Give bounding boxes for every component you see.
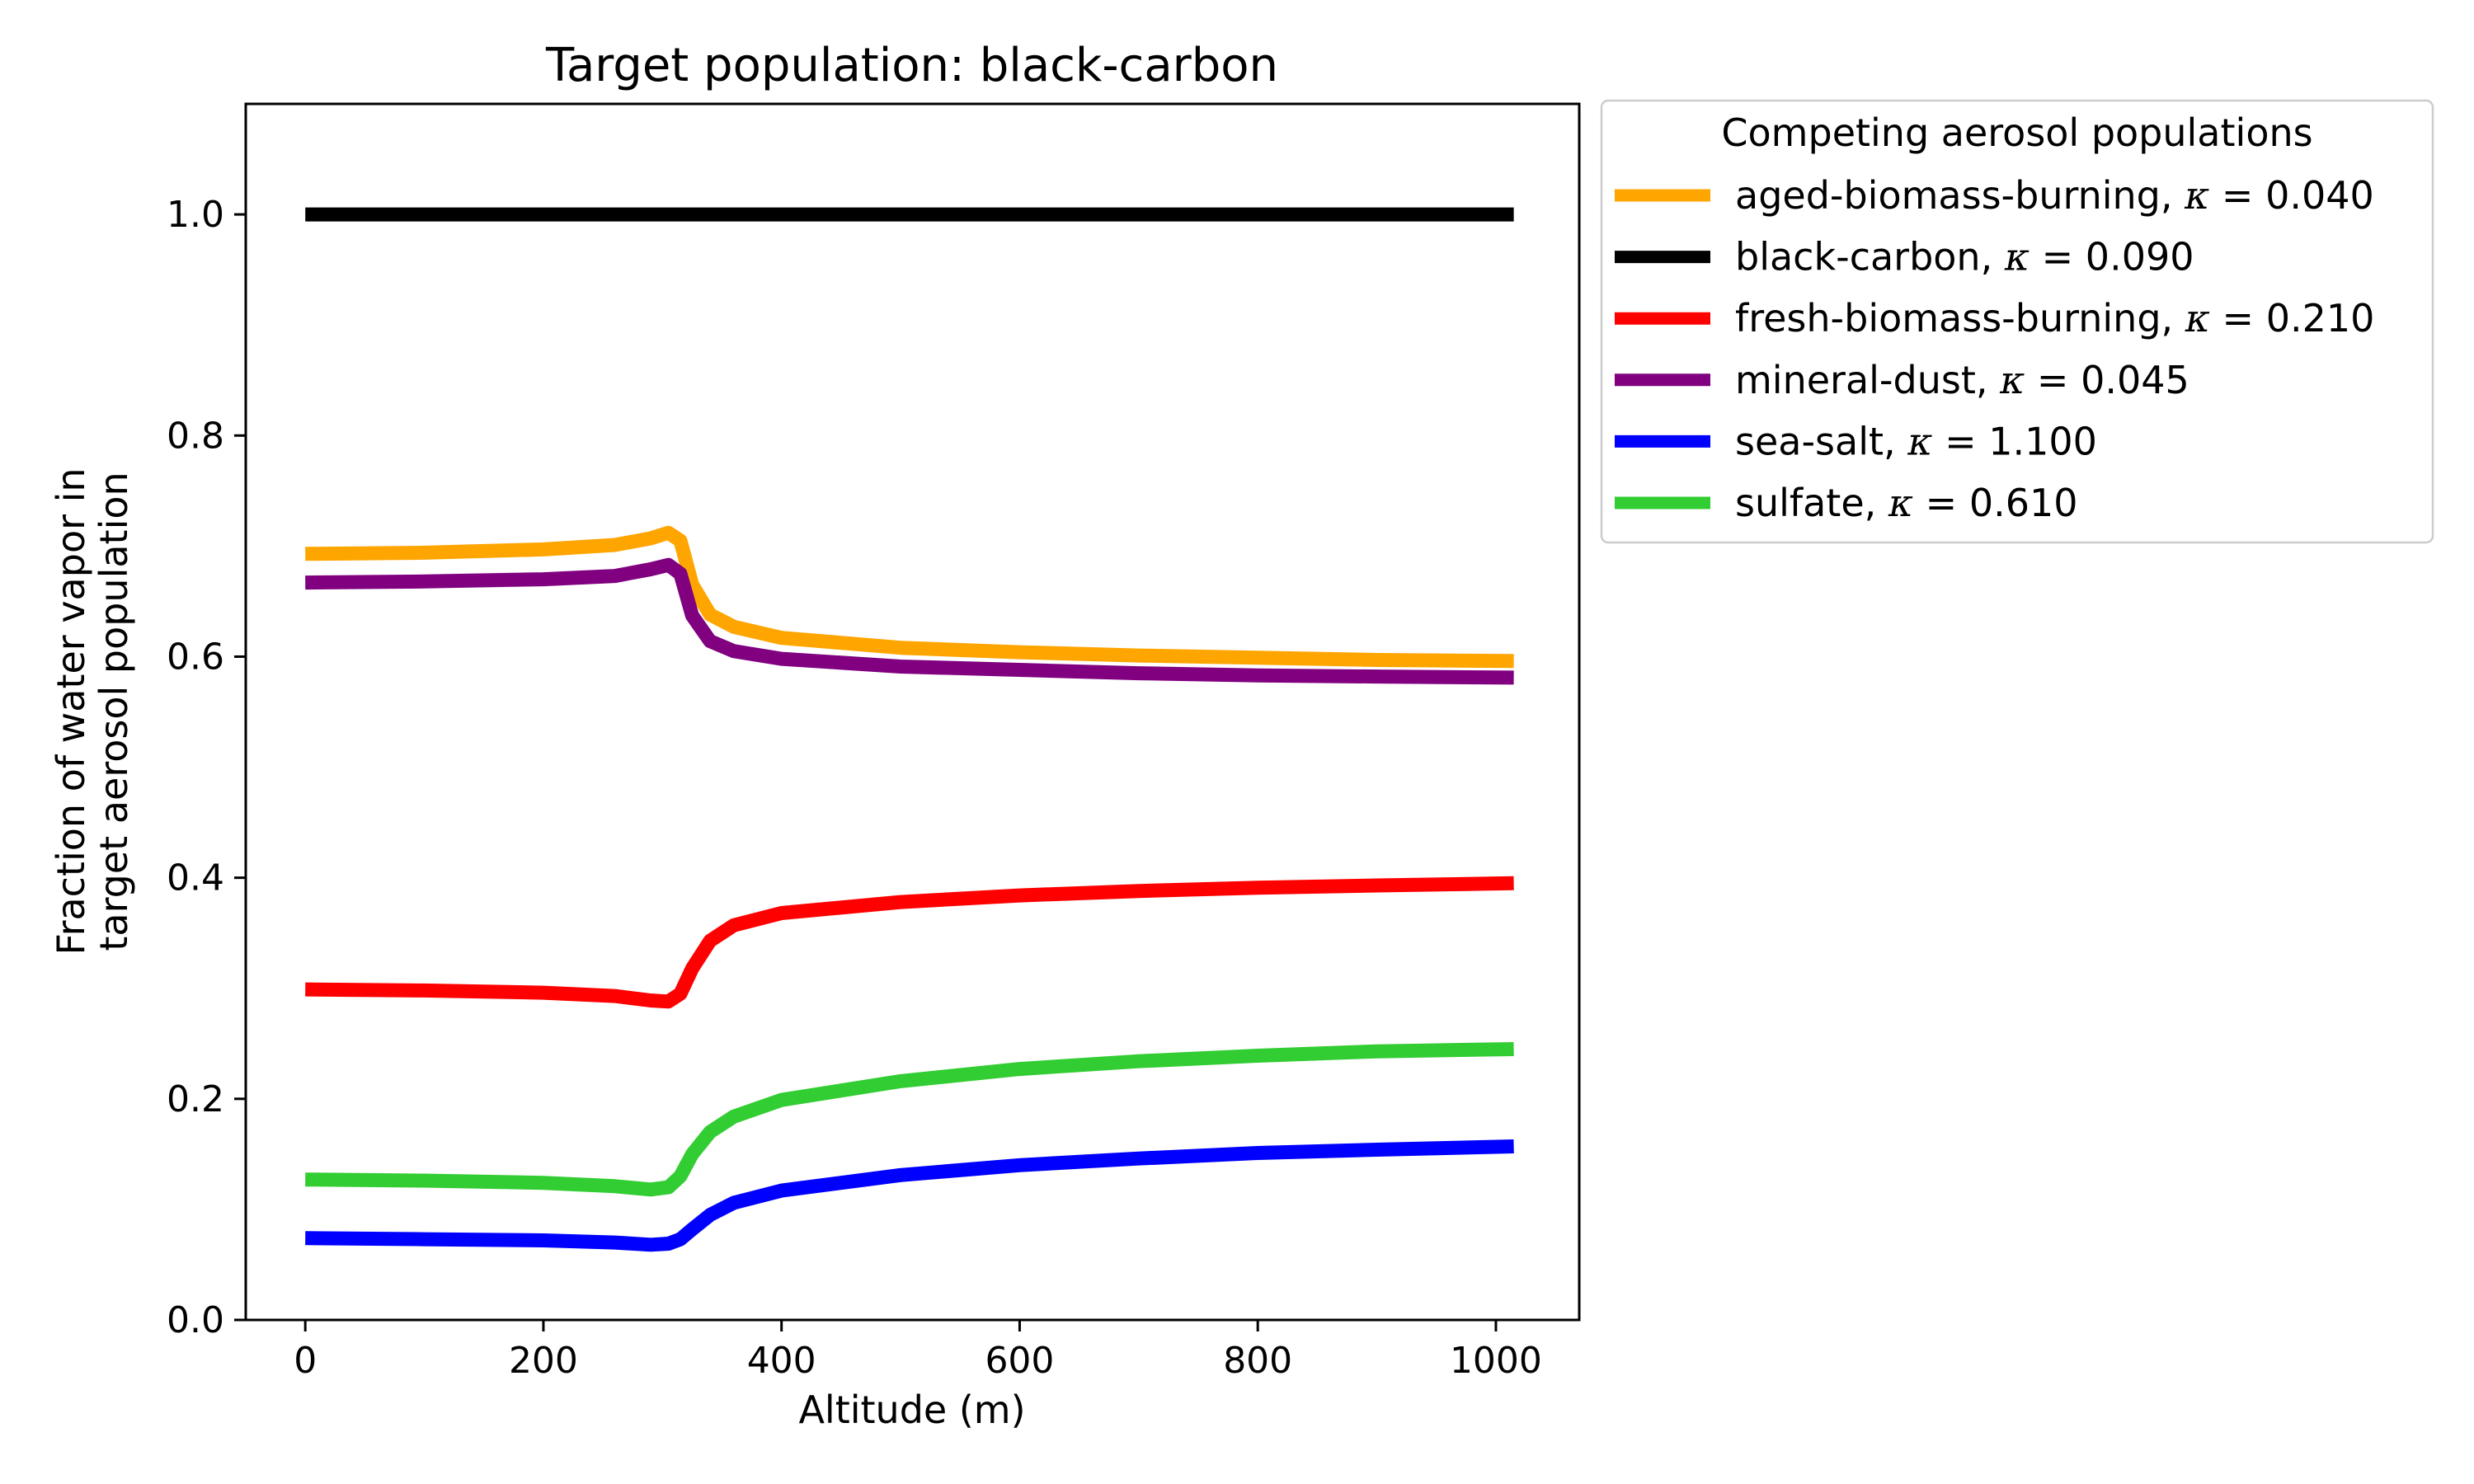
y-tick-label: 0.2 — [167, 1078, 224, 1120]
y-tick-label: 0.0 — [167, 1299, 224, 1341]
legend-entry-mineral-dust: mineral-dust, κ = 0.045 — [1615, 358, 2189, 402]
legend-label: mineral-dust, κ = 0.045 — [1735, 358, 2189, 402]
legend-entry-fresh-biomass-burning: fresh-biomass-burning, κ = 0.210 — [1615, 296, 2374, 340]
y-ticks: 0.0 0.2 0.4 0.6 0.8 1.0 — [167, 194, 246, 1341]
plot-frame — [244, 102, 1581, 1322]
x-tick-label: 600 — [985, 1340, 1054, 1382]
x-tick-label: 1000 — [1450, 1340, 1542, 1382]
y-tick-label: 0.6 — [167, 636, 224, 678]
legend-entry-sulfate: sulfate, κ = 0.610 — [1615, 481, 2078, 525]
y-tick-label: 0.4 — [167, 857, 224, 899]
series-line-sea-salt — [305, 1139, 1514, 1252]
y-axis-label: Fraction of water vapor in target aeroso… — [49, 467, 136, 955]
y-axis-label-line-1: Fraction of water vapor in — [49, 467, 93, 955]
series-line-fresh-biomass-burning — [305, 876, 1514, 1009]
legend-label: sea-salt, κ = 1.100 — [1735, 419, 2097, 463]
y-axis-label-line-2: target aerosol population — [92, 472, 136, 951]
legend-label: sulfate, κ = 0.610 — [1735, 481, 2078, 525]
chart-title: Target population: black-carbon — [545, 39, 1278, 92]
legend-entry-aged-biomass-burning: aged-biomass-burning, κ = 0.040 — [1615, 173, 2374, 218]
legend-entry-black-carbon: black-carbon, κ = 0.090 — [1615, 235, 2194, 279]
legend-label: fresh-biomass-burning, κ = 0.210 — [1735, 296, 2374, 340]
x-tick-label: 400 — [747, 1340, 816, 1382]
legend-entry-sea-salt: sea-salt, κ = 1.100 — [1615, 419, 2097, 463]
legend-title: Competing aerosol populations — [1721, 110, 2312, 155]
series-line-sulfate — [305, 1042, 1514, 1197]
y-tick-label: 0.8 — [167, 415, 224, 457]
legend-label: black-carbon, κ = 0.090 — [1735, 235, 2194, 279]
series-layer — [305, 207, 1514, 1252]
legend: Competing aerosol populations aged-bioma… — [1600, 99, 2434, 544]
x-tick-label: 0 — [294, 1340, 317, 1382]
x-tick-label: 800 — [1223, 1340, 1292, 1382]
x-ticks: 0 200 400 600 800 1000 — [294, 1320, 1542, 1382]
x-axis-label: Altitude (m) — [798, 1388, 1025, 1432]
legend-entries: aged-biomass-burning, κ = 0.040 black-car… — [1615, 173, 2374, 525]
legend-label: aged-biomass-burning, κ = 0.040 — [1735, 173, 2374, 218]
legend-box — [1600, 99, 2434, 544]
series-line-aged-biomass-burning — [305, 525, 1514, 669]
x-tick-label: 200 — [509, 1340, 578, 1382]
series-line-mineral-dust — [305, 557, 1514, 685]
y-tick-label: 1.0 — [167, 194, 224, 236]
